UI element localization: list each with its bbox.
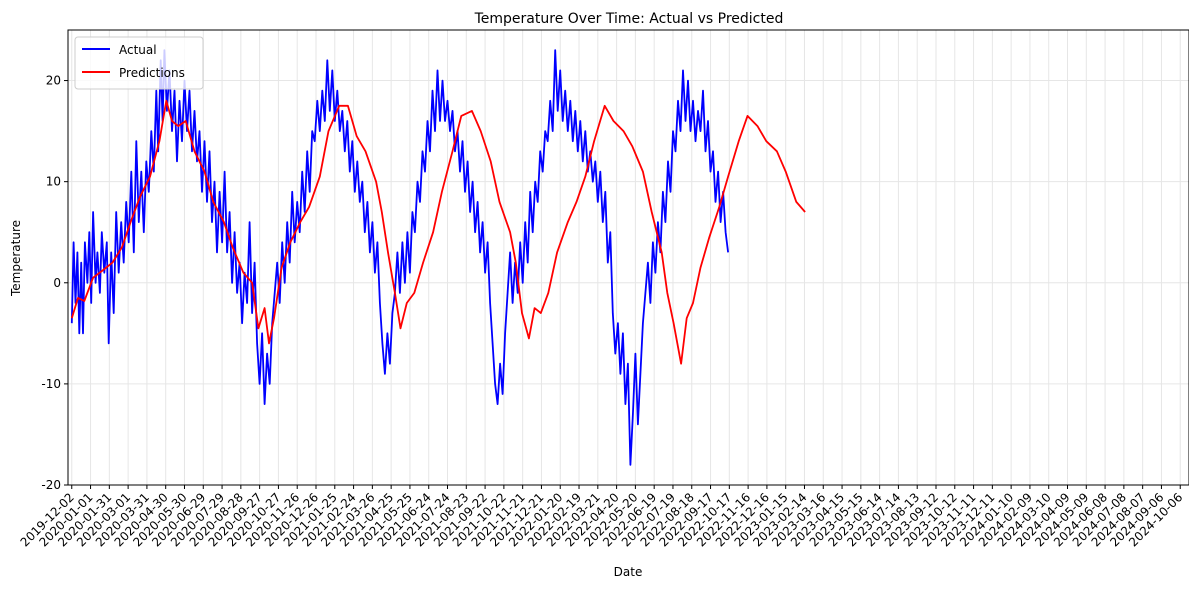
y-tick-label: 20 — [46, 74, 61, 88]
legend-label-predictions: Predictions — [119, 66, 185, 80]
x-axis: 2019-12-022020-01-012020-01-312020-03-01… — [18, 485, 1185, 549]
y-tick-label: -20 — [41, 478, 61, 492]
legend: Actual Predictions — [74, 36, 204, 90]
y-tick-label: -10 — [41, 377, 61, 391]
y-axis-title: Temperature — [9, 220, 23, 297]
chart-title: Temperature Over Time: Actual vs Predict… — [474, 11, 784, 27]
legend-label-actual: Actual — [119, 43, 157, 57]
plot-frame — [67, 29, 1189, 486]
y-tick-label: 10 — [46, 175, 61, 189]
series-layer — [70, 49, 806, 466]
y-axis: -20 -10 0 10 20 — [41, 74, 68, 492]
y-tick-label: 0 — [53, 276, 61, 290]
series-line-predictions — [70, 99, 806, 365]
x-axis-title: Date — [614, 565, 643, 579]
